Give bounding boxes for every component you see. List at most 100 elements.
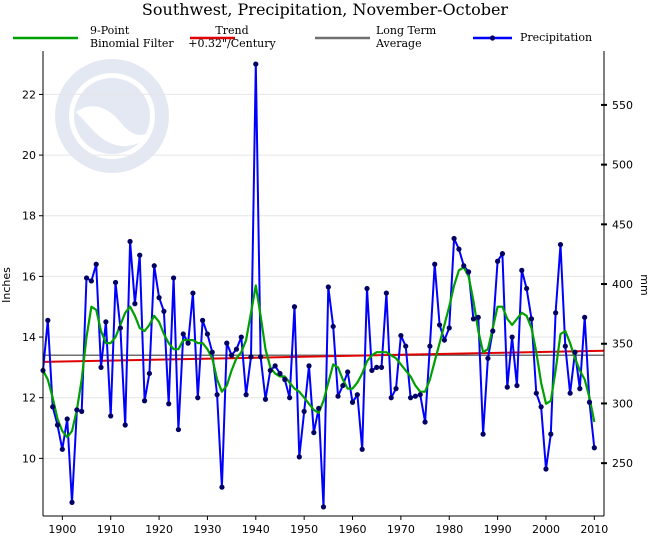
legend-label: Precipitation <box>520 31 592 44</box>
y-tick-label-right: 400 <box>612 278 633 291</box>
precipitation-point <box>287 395 293 401</box>
x-tick-label: 1910 <box>97 523 125 536</box>
precipitation-point <box>229 352 235 358</box>
precipitation-point <box>117 325 123 331</box>
precipitation-point <box>567 390 573 396</box>
legend-label: Average <box>375 37 422 50</box>
x-tick-label: 1930 <box>193 523 221 536</box>
precipitation-point <box>393 386 399 392</box>
precipitation-point <box>591 445 597 451</box>
precipitation-point <box>412 393 418 399</box>
y-tick-label-left: 10 <box>22 452 36 465</box>
precipitation-point <box>577 386 583 392</box>
x-tick-label: 1950 <box>290 523 318 536</box>
y-tick-label-left: 16 <box>22 270 36 283</box>
precipitation-point <box>335 393 341 399</box>
precipitation-point <box>369 367 375 374</box>
precipitation-point <box>50 404 56 410</box>
legend-label: Binomial Filter <box>90 37 174 50</box>
noaa-watermark-logo <box>55 59 169 173</box>
precipitation-point <box>557 241 564 248</box>
precipitation-point <box>127 238 133 245</box>
precipitation-point <box>54 422 61 428</box>
precipitation-point <box>470 316 477 322</box>
precipitation-point <box>88 278 94 284</box>
x-tick-label: 2000 <box>532 523 560 536</box>
x-tick-label: 1990 <box>484 523 512 536</box>
precipitation-point <box>499 251 506 257</box>
precipitation-point <box>209 349 215 355</box>
precipitation-point <box>582 314 588 320</box>
y-tick-label-left: 12 <box>22 392 36 405</box>
x-tick-label: 1920 <box>145 523 173 536</box>
binomial-filter-line <box>42 266 596 439</box>
precipitation-point <box>190 290 196 296</box>
precipitation-point <box>262 396 269 402</box>
precipitation-point <box>98 364 104 370</box>
precipitation-point <box>132 301 138 307</box>
x-tick-label: 1940 <box>242 523 270 536</box>
precipitation-point <box>141 398 148 404</box>
y-tick-label-right: 350 <box>612 338 633 351</box>
x-tick-label: 2010 <box>580 523 608 536</box>
precipitation-point <box>108 413 114 419</box>
precipitation-point <box>267 367 273 374</box>
precipitation-point <box>316 405 322 411</box>
y-axis-label-right: mm <box>638 274 650 295</box>
precipitation-point <box>504 384 510 390</box>
precipitation-point <box>340 382 346 389</box>
precipitation-point <box>122 422 128 428</box>
precipitation-point <box>301 408 307 414</box>
legend-label: Trend <box>215 24 248 37</box>
precipitation-point <box>170 275 177 281</box>
precipitation-point <box>45 317 51 323</box>
x-tick-label: 1900 <box>48 523 76 536</box>
precipitation-point <box>407 395 414 401</box>
precipitation-point <box>427 343 433 349</box>
y-tick-label-right: 250 <box>612 457 633 470</box>
precipitation-point <box>495 258 501 264</box>
precipitation-point <box>219 484 225 490</box>
precipitation-point <box>180 331 186 337</box>
precipitation-point <box>562 343 568 349</box>
legend-label: +0.32"/Century <box>188 37 276 50</box>
precipitation-point <box>199 317 206 323</box>
precipitation-point <box>490 328 496 334</box>
precipitation-point <box>374 364 380 370</box>
precipitation-point <box>586 399 593 405</box>
precipitation-point <box>485 355 491 361</box>
precipitation-point <box>69 499 75 505</box>
y-tick-label-left: 20 <box>22 149 36 162</box>
precipitation-point <box>311 429 317 436</box>
precipitation-point <box>359 446 365 452</box>
precipitation-point <box>64 416 70 422</box>
precipitation-point <box>277 370 283 377</box>
y-tick-label-right: 300 <box>612 397 633 410</box>
precipitation-point <box>451 235 457 242</box>
plot-area <box>40 61 605 510</box>
precipitation-point <box>354 392 360 398</box>
precipitation-point <box>195 395 201 401</box>
precipitation-point <box>378 364 385 370</box>
y-tick-label-left: 22 <box>22 88 36 101</box>
precipitation-point <box>533 390 539 396</box>
precipitation-point <box>441 337 448 343</box>
precipitation-point <box>175 426 182 433</box>
precipitation-point <box>282 376 288 383</box>
precipitation-point <box>185 340 191 346</box>
precipitation-point <box>59 446 65 452</box>
precipitation-point <box>93 261 99 267</box>
precipitation-point <box>398 332 404 339</box>
y-tick-label-right: 500 <box>612 159 633 172</box>
precipitation-point <box>422 419 428 425</box>
precipitation-point <box>137 252 143 258</box>
precipitation-point <box>320 504 327 510</box>
axes: 10 12 14 16 18 20 22 250 300 350 400 450 500 550 1900 1… <box>22 51 633 536</box>
precipitation-point <box>253 61 259 67</box>
precipitation-point <box>475 314 481 320</box>
precipitation-point <box>156 295 162 301</box>
legend-label: 9-Point <box>90 24 130 37</box>
